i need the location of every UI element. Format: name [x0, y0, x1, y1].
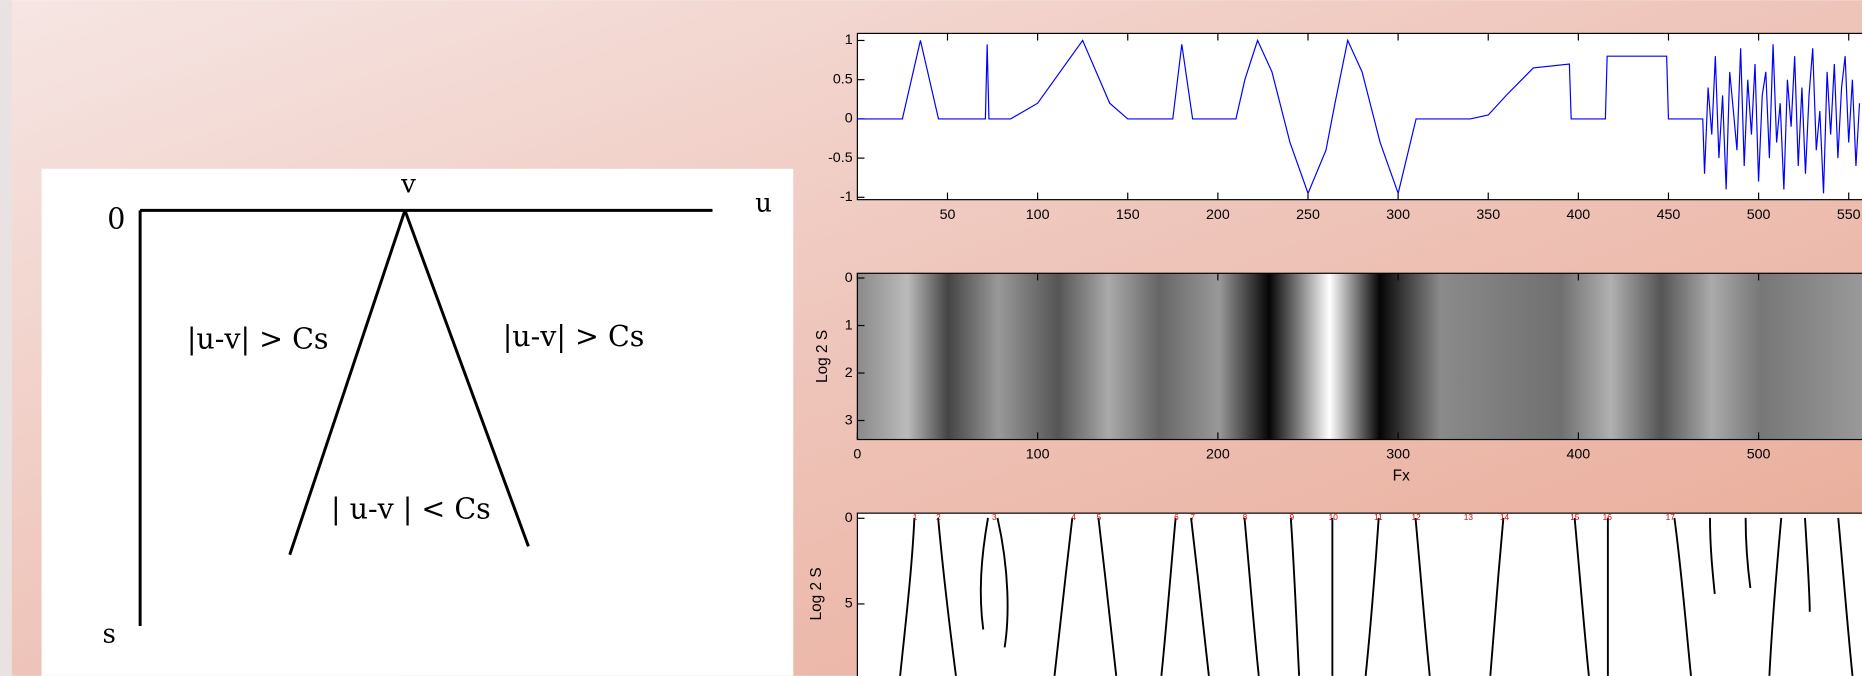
ridge-lines [899, 517, 1854, 676]
origin-label: 0 [107, 203, 125, 236]
ridge [1744, 517, 1752, 589]
ridge [1573, 517, 1590, 676]
x-tick-label: 500 [1747, 207, 1771, 223]
x-tick-label: 200 [1206, 447, 1230, 463]
ridge-number: 15 [1570, 512, 1580, 522]
diagram-panel [41, 168, 794, 676]
x-tick-label: 550 [1837, 207, 1861, 223]
y-tick-label: 1 [845, 317, 853, 333]
ridge-plot-area [856, 512, 1862, 676]
y-axis-label: Log 2 S [808, 567, 825, 620]
u-label: u [755, 188, 772, 218]
x-tick-label: 0 [853, 447, 861, 463]
x-tick-label: 300 [1386, 447, 1410, 463]
ridge-number: 16 [1603, 512, 1613, 522]
x-tick-label: 500 [1747, 447, 1771, 463]
x-tick-label: 100 [1026, 447, 1050, 463]
ridge-number: 9 [1289, 512, 1294, 522]
y-tick-label: 3 [845, 412, 853, 428]
x-tick-label: 400 [1566, 207, 1590, 223]
ridge [1837, 517, 1854, 676]
ridge [1768, 517, 1783, 676]
ridge-number: 8 [1243, 512, 1248, 522]
x-tick-label: 50 [940, 207, 956, 223]
side-strip [0, 0, 12, 676]
scalogram-image [856, 272, 1862, 441]
ridge-number: 1 [913, 512, 918, 522]
ridge [1243, 517, 1260, 676]
x-tick-label: 300 [1386, 207, 1410, 223]
ridge-number: 12 [1412, 512, 1422, 522]
ridge [996, 517, 1009, 648]
ridge [1364, 517, 1380, 676]
cone-right [403, 209, 530, 547]
y-tick-label: 2 [845, 365, 853, 381]
ridge [1097, 517, 1118, 676]
ridge-number: 2 [936, 512, 941, 522]
ridge [1804, 517, 1811, 612]
ridge [1414, 517, 1431, 676]
x-tick-label: 450 [1657, 207, 1681, 223]
y-tick-label: -0.5 [828, 150, 853, 166]
ridge-number: 7 [1190, 512, 1195, 522]
ridge-number: 6 [1174, 512, 1179, 522]
ridge [937, 517, 957, 676]
signal-line [857, 38, 1861, 196]
left-region-label: |u-v| > Cs [187, 322, 329, 355]
ridge-number: 3 [992, 512, 997, 522]
y-tick-label: 0 [845, 270, 853, 286]
x-axis-label: Fx [1393, 467, 1410, 484]
x-tick-label: 150 [1116, 207, 1140, 223]
ridge [1673, 517, 1692, 676]
ridge [979, 517, 989, 630]
ridge-number: 13 [1464, 512, 1474, 522]
ridge-number: 17 [1666, 512, 1676, 522]
ridge [1709, 517, 1716, 595]
ridge-number: 14 [1500, 512, 1510, 522]
ridge-number: 5 [1097, 512, 1102, 522]
y-tick-label: 5 [845, 596, 853, 612]
x-tick-label: 350 [1476, 207, 1500, 223]
ridge [1053, 517, 1074, 676]
ridge [1289, 517, 1301, 676]
ridge [899, 517, 916, 676]
y-tick-label: -1 [840, 189, 853, 205]
x-tick-label: 100 [1026, 207, 1050, 223]
y-axis-label: Log 2 S [814, 330, 831, 383]
ridge-number: 4 [1071, 512, 1076, 522]
y-tick-label: 0 [845, 111, 853, 127]
x-tick-label: 200 [1206, 207, 1230, 223]
cone-left [288, 209, 407, 556]
y-tick-label: 0 [845, 510, 853, 526]
cone-diagram: 0 v u s |u-v| > Cs |u-v| > Cs | u-v | < … [41, 168, 794, 676]
ridge-number: 10 [1329, 512, 1339, 522]
ridge [1190, 517, 1210, 676]
ridge [1160, 517, 1177, 676]
right-region-label: |u-v| > Cs [503, 320, 645, 353]
ridge-number: 11 [1374, 512, 1383, 522]
y-tick-label: 0.5 [833, 71, 853, 87]
x-tick-label: 250 [1296, 207, 1320, 223]
ridge [1489, 517, 1505, 676]
inner-region-label: | u-v | < Cs [331, 492, 491, 525]
s-label: s [103, 619, 116, 649]
v-label: v [400, 169, 416, 199]
x-tick-label: 400 [1566, 447, 1590, 463]
signal-plot-area [856, 32, 1862, 201]
y-tick-label: 1 [845, 32, 853, 48]
